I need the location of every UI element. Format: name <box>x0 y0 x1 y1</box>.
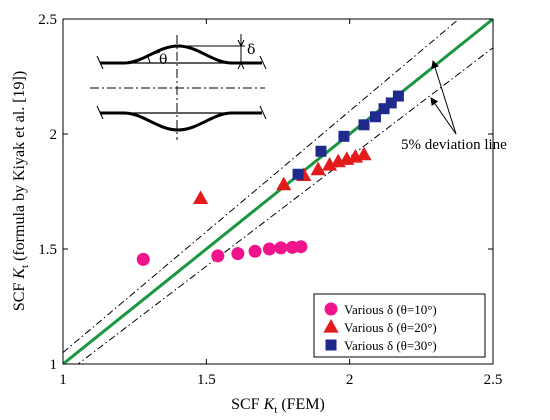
legend-box <box>313 293 486 358</box>
x-tick-label: 2.5 <box>484 372 503 388</box>
y-axis-title-symbol: K <box>11 267 28 280</box>
deviation-annotation: 5% deviation line <box>401 60 507 153</box>
point-circle-0-3 <box>248 244 262 258</box>
point-circle-0-1 <box>211 249 225 263</box>
y-tick-label: 2 <box>50 127 58 143</box>
legend-marker-circle <box>324 302 338 316</box>
point-square-2-5 <box>378 103 390 115</box>
point-square-2-6 <box>385 97 397 109</box>
y-axis-title-suffix: (formula by Kiyak et al. [19]) <box>11 71 28 265</box>
x-axis-title-suffix: (FEM) <box>277 396 325 413</box>
point-triangle-1-0 <box>193 190 209 204</box>
y-axis-title: SCF Kt (formula by Kiyak et al. [19]) <box>11 71 31 311</box>
reference-line-deviation-lower <box>77 47 493 364</box>
x-axis-title-subscript: t <box>274 404 277 416</box>
point-triangle-1-1 <box>276 176 292 191</box>
x-tick-label: 1 <box>59 372 67 388</box>
point-triangle-1-4 <box>322 157 338 171</box>
reference-line-equality <box>63 19 493 364</box>
point-circle-0-7 <box>294 240 308 254</box>
point-square-2-3 <box>358 119 370 131</box>
x-axis-title: SCF Kt (FEM) <box>231 396 325 416</box>
point-circle-0-4 <box>262 242 276 256</box>
point-square-2-7 <box>392 90 404 102</box>
point-triangle-1-3 <box>310 161 326 176</box>
svg-text:θ: θ <box>159 52 167 68</box>
legend-label: Various δ (θ=20°) <box>344 320 437 335</box>
point-square-2-0 <box>292 168 304 180</box>
y-tick-label: 1 <box>50 357 58 373</box>
y-tick-label: 2.5 <box>38 12 57 28</box>
point-triangle-1-8 <box>356 146 372 161</box>
point-square-2-1 <box>315 145 327 157</box>
x-tick-label: 2 <box>346 372 354 388</box>
x-axis-title-symbol: K <box>263 396 276 413</box>
x-axis-title-prefix: SCF <box>231 396 263 413</box>
y-axis-title-prefix: SCF <box>11 279 28 311</box>
legend-marker-triangle <box>323 319 339 333</box>
point-circle-0-0 <box>136 252 150 266</box>
legend-label: Various δ (θ=10°) <box>344 302 437 317</box>
point-circle-0-2 <box>231 247 245 261</box>
annotation-text: 5% deviation line <box>401 137 507 153</box>
y-axis-title-subscript: t <box>19 265 31 268</box>
reference-line-deviation-upper <box>63 19 460 353</box>
plot-area-frame <box>62 18 494 365</box>
legend-marker-square <box>325 339 337 351</box>
pipe-bulge-schematic: θ δ <box>90 34 267 140</box>
point-square-2-4 <box>369 111 381 123</box>
annotation-arrow-lower <box>430 97 457 135</box>
legend: Various δ (θ=10°) Various δ (θ=20°) Variou… <box>313 293 486 358</box>
x-tick-label: 1.5 <box>197 372 216 388</box>
annotation-arrow-upper <box>431 60 457 135</box>
y-tick-label: 1.5 <box>38 242 57 258</box>
legend-label: Various δ (θ=30°) <box>344 338 437 353</box>
svg-text:δ: δ <box>247 42 255 58</box>
point-circle-0-5 <box>274 241 288 255</box>
point-square-2-2 <box>338 130 350 142</box>
